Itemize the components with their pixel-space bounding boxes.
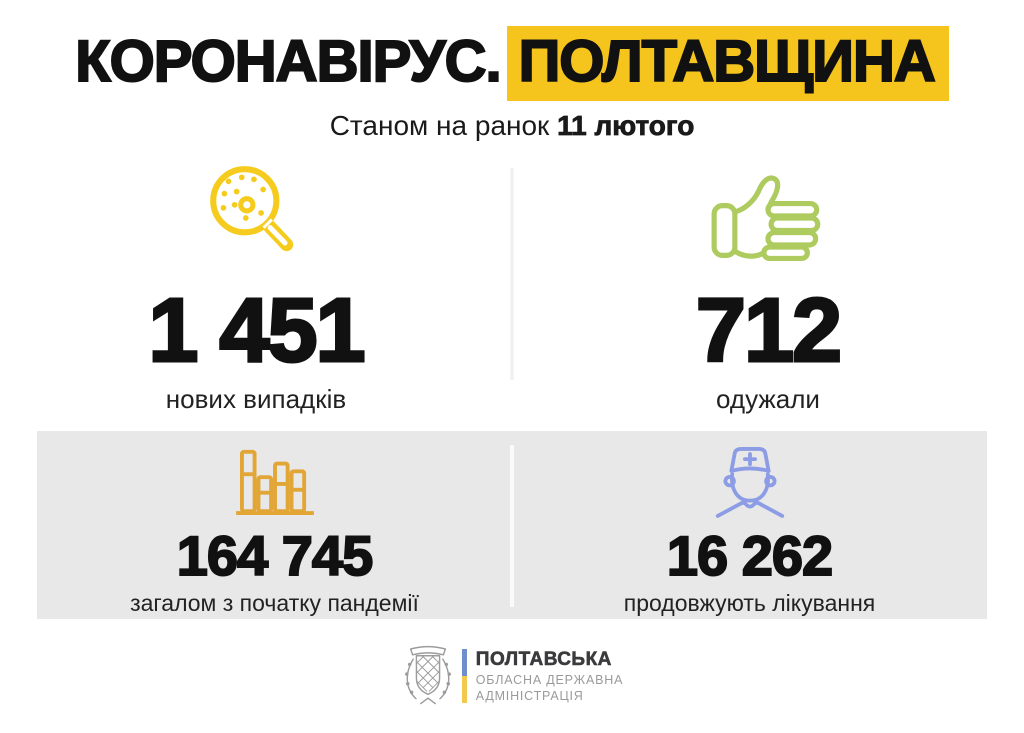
- stat-total-pandemic: 164 745 загалом з початку пандемії: [37, 431, 512, 619]
- subtitle-date: 11 лютого: [557, 110, 695, 142]
- stats-row-top: 1 451 нових випадків 712 одужали: [0, 156, 1024, 415]
- stat-value-new-cases: 1 451: [147, 281, 367, 381]
- title-text: КОРОНАВІРУС.: [74, 28, 502, 95]
- footer: ПОЛТАВСЬКА ОБЛАСНА ДЕРЖАВНА АДМІНІСТРАЦІ…: [0, 643, 1024, 709]
- flag-blue-stripe: [461, 649, 467, 676]
- organization-name: ПОЛТАВСЬКА ОБЛАСНА ДЕРЖАВНА АДМІНІСТРАЦІ…: [475, 649, 624, 703]
- vertical-divider: [510, 168, 514, 380]
- stat-label-new-cases: нових випадків: [165, 384, 347, 414]
- bar-chart-icon: [234, 443, 316, 521]
- stat-value-recovered: 712: [694, 281, 843, 381]
- stat-label-recovered: одужали: [716, 384, 820, 414]
- stats-row-band: 164 745 загалом з початку пандемії 16 26…: [37, 431, 987, 619]
- stat-label-in-treatment: продовжують лікування: [623, 589, 876, 616]
- page-title: КОРОНАВІРУС. ПОЛТАВЩИНА: [74, 26, 949, 101]
- header: КОРОНАВІРУС. ПОЛТАВЩИНА: [0, 0, 1024, 101]
- stat-new-cases: 1 451 нових випадків: [0, 156, 512, 415]
- doctor-icon: [707, 443, 793, 521]
- stat-value-in-treatment: 16 262: [666, 524, 834, 587]
- subtitle-prefix: Станом на ранок: [329, 110, 558, 141]
- org-name-line2: ОБЛАСНА ДЕРЖАВНА: [475, 673, 624, 687]
- flag-yellow-stripe: [461, 676, 467, 703]
- org-name-line3: АДМІНІСТРАЦІЯ: [475, 689, 584, 703]
- stat-in-treatment: 16 262 продовжують лікування: [512, 431, 987, 619]
- coat-of-arms-icon: [401, 643, 455, 709]
- stat-value-total: 164 745: [176, 524, 374, 587]
- title-highlight: ПОЛТАВЩИНА: [506, 26, 949, 101]
- subtitle: Станом на ранок 11 лютого: [0, 110, 1024, 142]
- org-name-line1: ПОЛТАВСЬКА: [475, 649, 612, 671]
- virus-magnifier-icon: [200, 156, 312, 276]
- thumbs-up-icon: [710, 156, 826, 276]
- ukraine-flag-bar: [461, 649, 467, 703]
- stat-recovered: 712 одужали: [512, 156, 1024, 415]
- stat-label-total: загалом з початку пандемії: [130, 589, 419, 616]
- vertical-divider: [510, 445, 514, 607]
